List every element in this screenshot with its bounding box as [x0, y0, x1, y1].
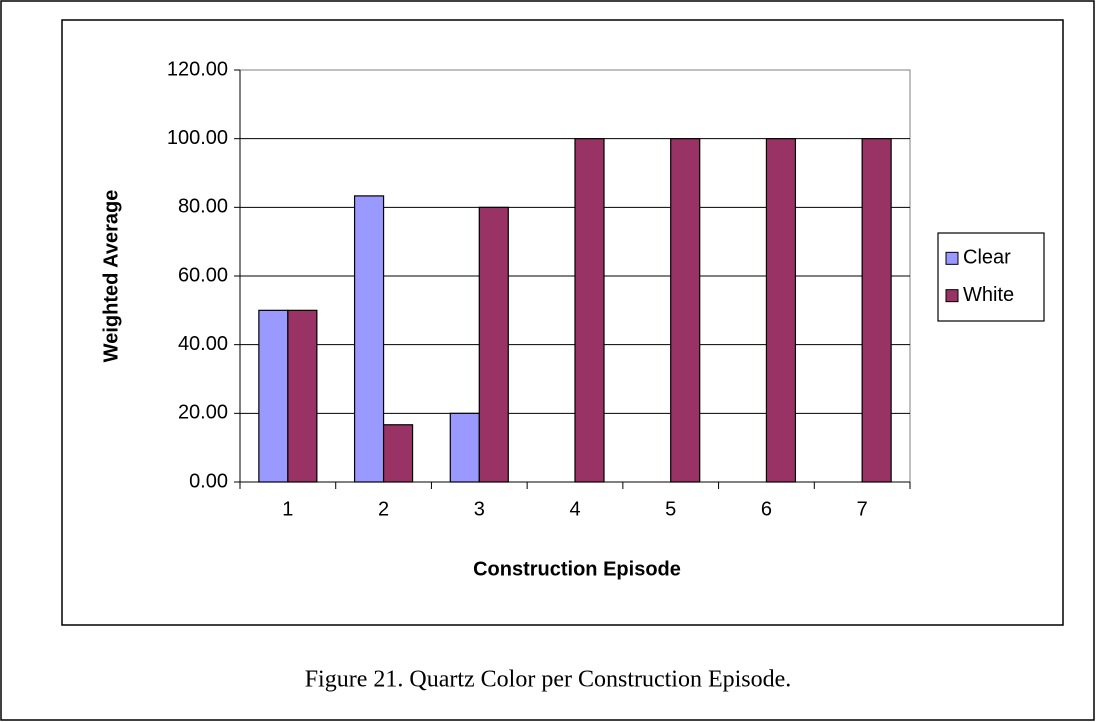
x-tick-label: 3 [474, 498, 485, 520]
legend-swatch [945, 289, 959, 303]
legend-label: White [963, 284, 1014, 306]
y-tick-label: 60.00 [178, 264, 228, 286]
bar [478, 206, 509, 483]
bar [449, 412, 480, 483]
x-tick-label: 1 [282, 498, 293, 520]
x-tick-label: 6 [761, 498, 772, 520]
bar [574, 138, 605, 483]
legend-swatch [945, 251, 959, 265]
y-tick-label: 80.00 [178, 196, 228, 218]
legend-label: Clear [963, 247, 1011, 269]
x-tick-label: 4 [569, 498, 580, 520]
y-tick-label: 40.00 [178, 333, 228, 355]
y-axis-title: Weighted Average [100, 190, 122, 363]
y-tick-label: 20.00 [178, 402, 228, 424]
x-tick-label: 7 [857, 498, 868, 520]
caption: Figure 21. Quartz Color per Construction… [305, 667, 792, 693]
bar [670, 138, 701, 483]
y-tick-label: 120.00 [167, 58, 228, 80]
x-tick-label: 2 [378, 498, 389, 520]
bar [382, 424, 414, 483]
y-tick-label: 0.00 [189, 470, 228, 492]
bar [353, 195, 385, 483]
y-tick-label: 100.00 [167, 127, 228, 149]
bar [287, 309, 318, 483]
bar [258, 309, 289, 483]
bar [861, 138, 892, 483]
x-axis-title: Construction Episode [473, 558, 681, 580]
legend-box [937, 232, 1045, 322]
bar [765, 138, 797, 483]
x-tick-label: 5 [665, 498, 676, 520]
